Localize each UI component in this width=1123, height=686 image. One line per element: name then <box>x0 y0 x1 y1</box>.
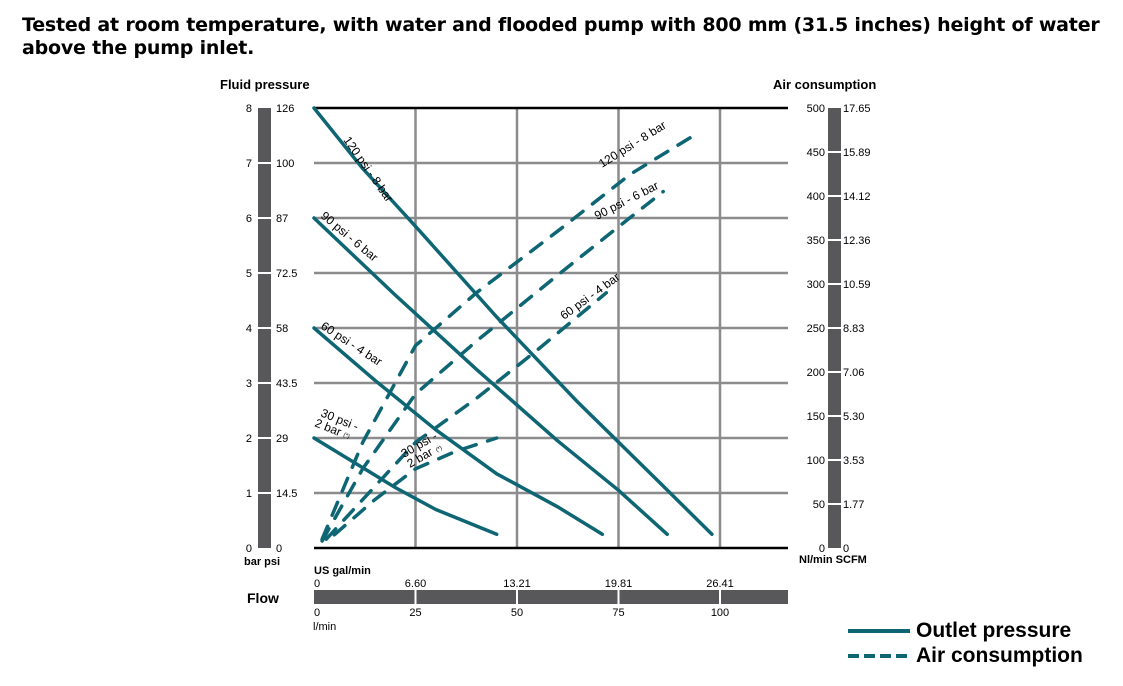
flow-tick-gal: 6.60 <box>405 578 426 590</box>
left-tick-bar: 2 <box>246 433 252 445</box>
left-tick-bar: 5 <box>246 268 252 280</box>
flow-tick-lmin: 100 <box>711 607 729 619</box>
outlet-pressure-line <box>312 326 605 537</box>
axis-scales: Fluid pressure Air consumption bar psi N… <box>220 77 876 633</box>
left-tick-psi: 100 <box>276 158 294 170</box>
outlet-pressure-line <box>312 436 499 537</box>
right-tick-scfm: 0 <box>843 543 849 555</box>
right-tick-nlmin: 50 <box>813 499 825 511</box>
label-air-30-footnote: (*) <box>435 445 443 453</box>
outlet-pressure-line <box>312 106 714 537</box>
x-axis-lmin-label: l/min <box>313 621 336 633</box>
left-tick-psi: 0 <box>276 543 282 555</box>
legend-item-outlet-pressure: Outlet pressure <box>848 618 1083 643</box>
left-tick-bar: 0 <box>246 543 252 555</box>
solid-line-swatch <box>848 628 910 633</box>
flow-tick-lmin: 25 <box>409 607 421 619</box>
right-tick-scfm: 17.65 <box>843 103 871 115</box>
right-tick-scfm: 8.83 <box>843 323 864 335</box>
legend: Outlet pressure Air consumption <box>848 618 1083 668</box>
right-tick-scfm: 15.89 <box>843 147 871 159</box>
right-tick-nlmin: 100 <box>807 455 825 467</box>
flow-tick-lmin: 0 <box>314 607 320 619</box>
right-tick-nlmin: 250 <box>807 323 825 335</box>
label-air-60: 60 psi - 4 bar <box>558 270 623 322</box>
right-tick-nlmin: 450 <box>807 147 825 159</box>
chart-title: Tested at room temperature, with water a… <box>22 14 1100 59</box>
outlet-pressure-line <box>312 216 669 537</box>
right-tick-nlmin: 350 <box>807 235 825 247</box>
right-tick-nlmin: 0 <box>819 543 825 555</box>
left-tick-psi: 43.5 <box>276 378 297 390</box>
right-tick-nlmin: 150 <box>807 411 825 423</box>
air-consumption-line <box>324 291 609 541</box>
flow-tick-lmin: 75 <box>612 607 624 619</box>
right-tick-nlmin: 400 <box>807 191 825 203</box>
right-tick-scfm: 12.36 <box>843 235 871 247</box>
left-tick-bar: 4 <box>246 323 252 335</box>
flow-scale-bar <box>314 590 788 604</box>
air-consumption-line <box>320 189 665 543</box>
label-pressure-120: 120 psi - 8 bar <box>341 134 396 205</box>
left-tick-psi: 14.5 <box>276 488 297 500</box>
right-axis-units: Nl/min SCFM <box>799 554 867 566</box>
right-tick-scfm: 1.77 <box>843 499 864 511</box>
left-tick-bar: 1 <box>246 488 252 500</box>
right-tick-scfm: 5.30 <box>843 411 864 423</box>
flow-tick-gal: 26.41 <box>706 578 734 590</box>
left-tick-bar: 6 <box>246 213 252 225</box>
label-pressure-30-footnote: (*) <box>342 432 350 440</box>
right-tick-scfm: 7.06 <box>843 367 864 379</box>
right-tick-nlmin: 300 <box>807 279 825 291</box>
flow-tick-gal: 19.81 <box>605 578 633 590</box>
left-axis-label: Fluid pressure <box>220 77 310 92</box>
curves <box>312 106 714 543</box>
right-tick-scfm: 10.59 <box>843 279 871 291</box>
flow-tick-lmin: 50 <box>511 607 523 619</box>
x-axis-gal-label: US gal/min <box>314 565 371 577</box>
left-tick-psi: 126 <box>276 103 294 115</box>
air-consumption-line <box>320 132 698 541</box>
left-tick-psi: 58 <box>276 323 288 335</box>
left-tick-bar: 3 <box>246 378 252 390</box>
air-consumption-line <box>332 436 499 537</box>
right-tick-scfm: 3.53 <box>843 455 864 467</box>
flow-tick-gal: 0 <box>314 578 320 590</box>
legend-item-air-consumption: Air consumption <box>848 643 1083 668</box>
left-tick-psi: 72.5 <box>276 268 297 280</box>
dashed-line-swatch <box>848 653 910 658</box>
left-tick-psi: 87 <box>276 213 288 225</box>
right-tick-scfm: 14.12 <box>843 191 871 203</box>
right-tick-nlmin: 500 <box>807 103 825 115</box>
left-axis-units: bar psi <box>244 556 280 568</box>
left-tick-psi: 29 <box>276 433 288 445</box>
right-axis-label: Air consumption <box>773 77 876 92</box>
flow-tick-gal: 13.21 <box>503 578 531 590</box>
left-tick-bar: 7 <box>246 158 252 170</box>
left-tick-bar: 8 <box>246 103 252 115</box>
x-axis-label: Flow <box>247 590 279 606</box>
right-tick-nlmin: 200 <box>807 367 825 379</box>
legend-label: Air consumption <box>916 643 1083 667</box>
curve-labels: 120 psi - 8 bar 90 psi - 6 bar 60 psi - … <box>313 118 669 471</box>
legend-label: Outlet pressure <box>916 618 1072 642</box>
